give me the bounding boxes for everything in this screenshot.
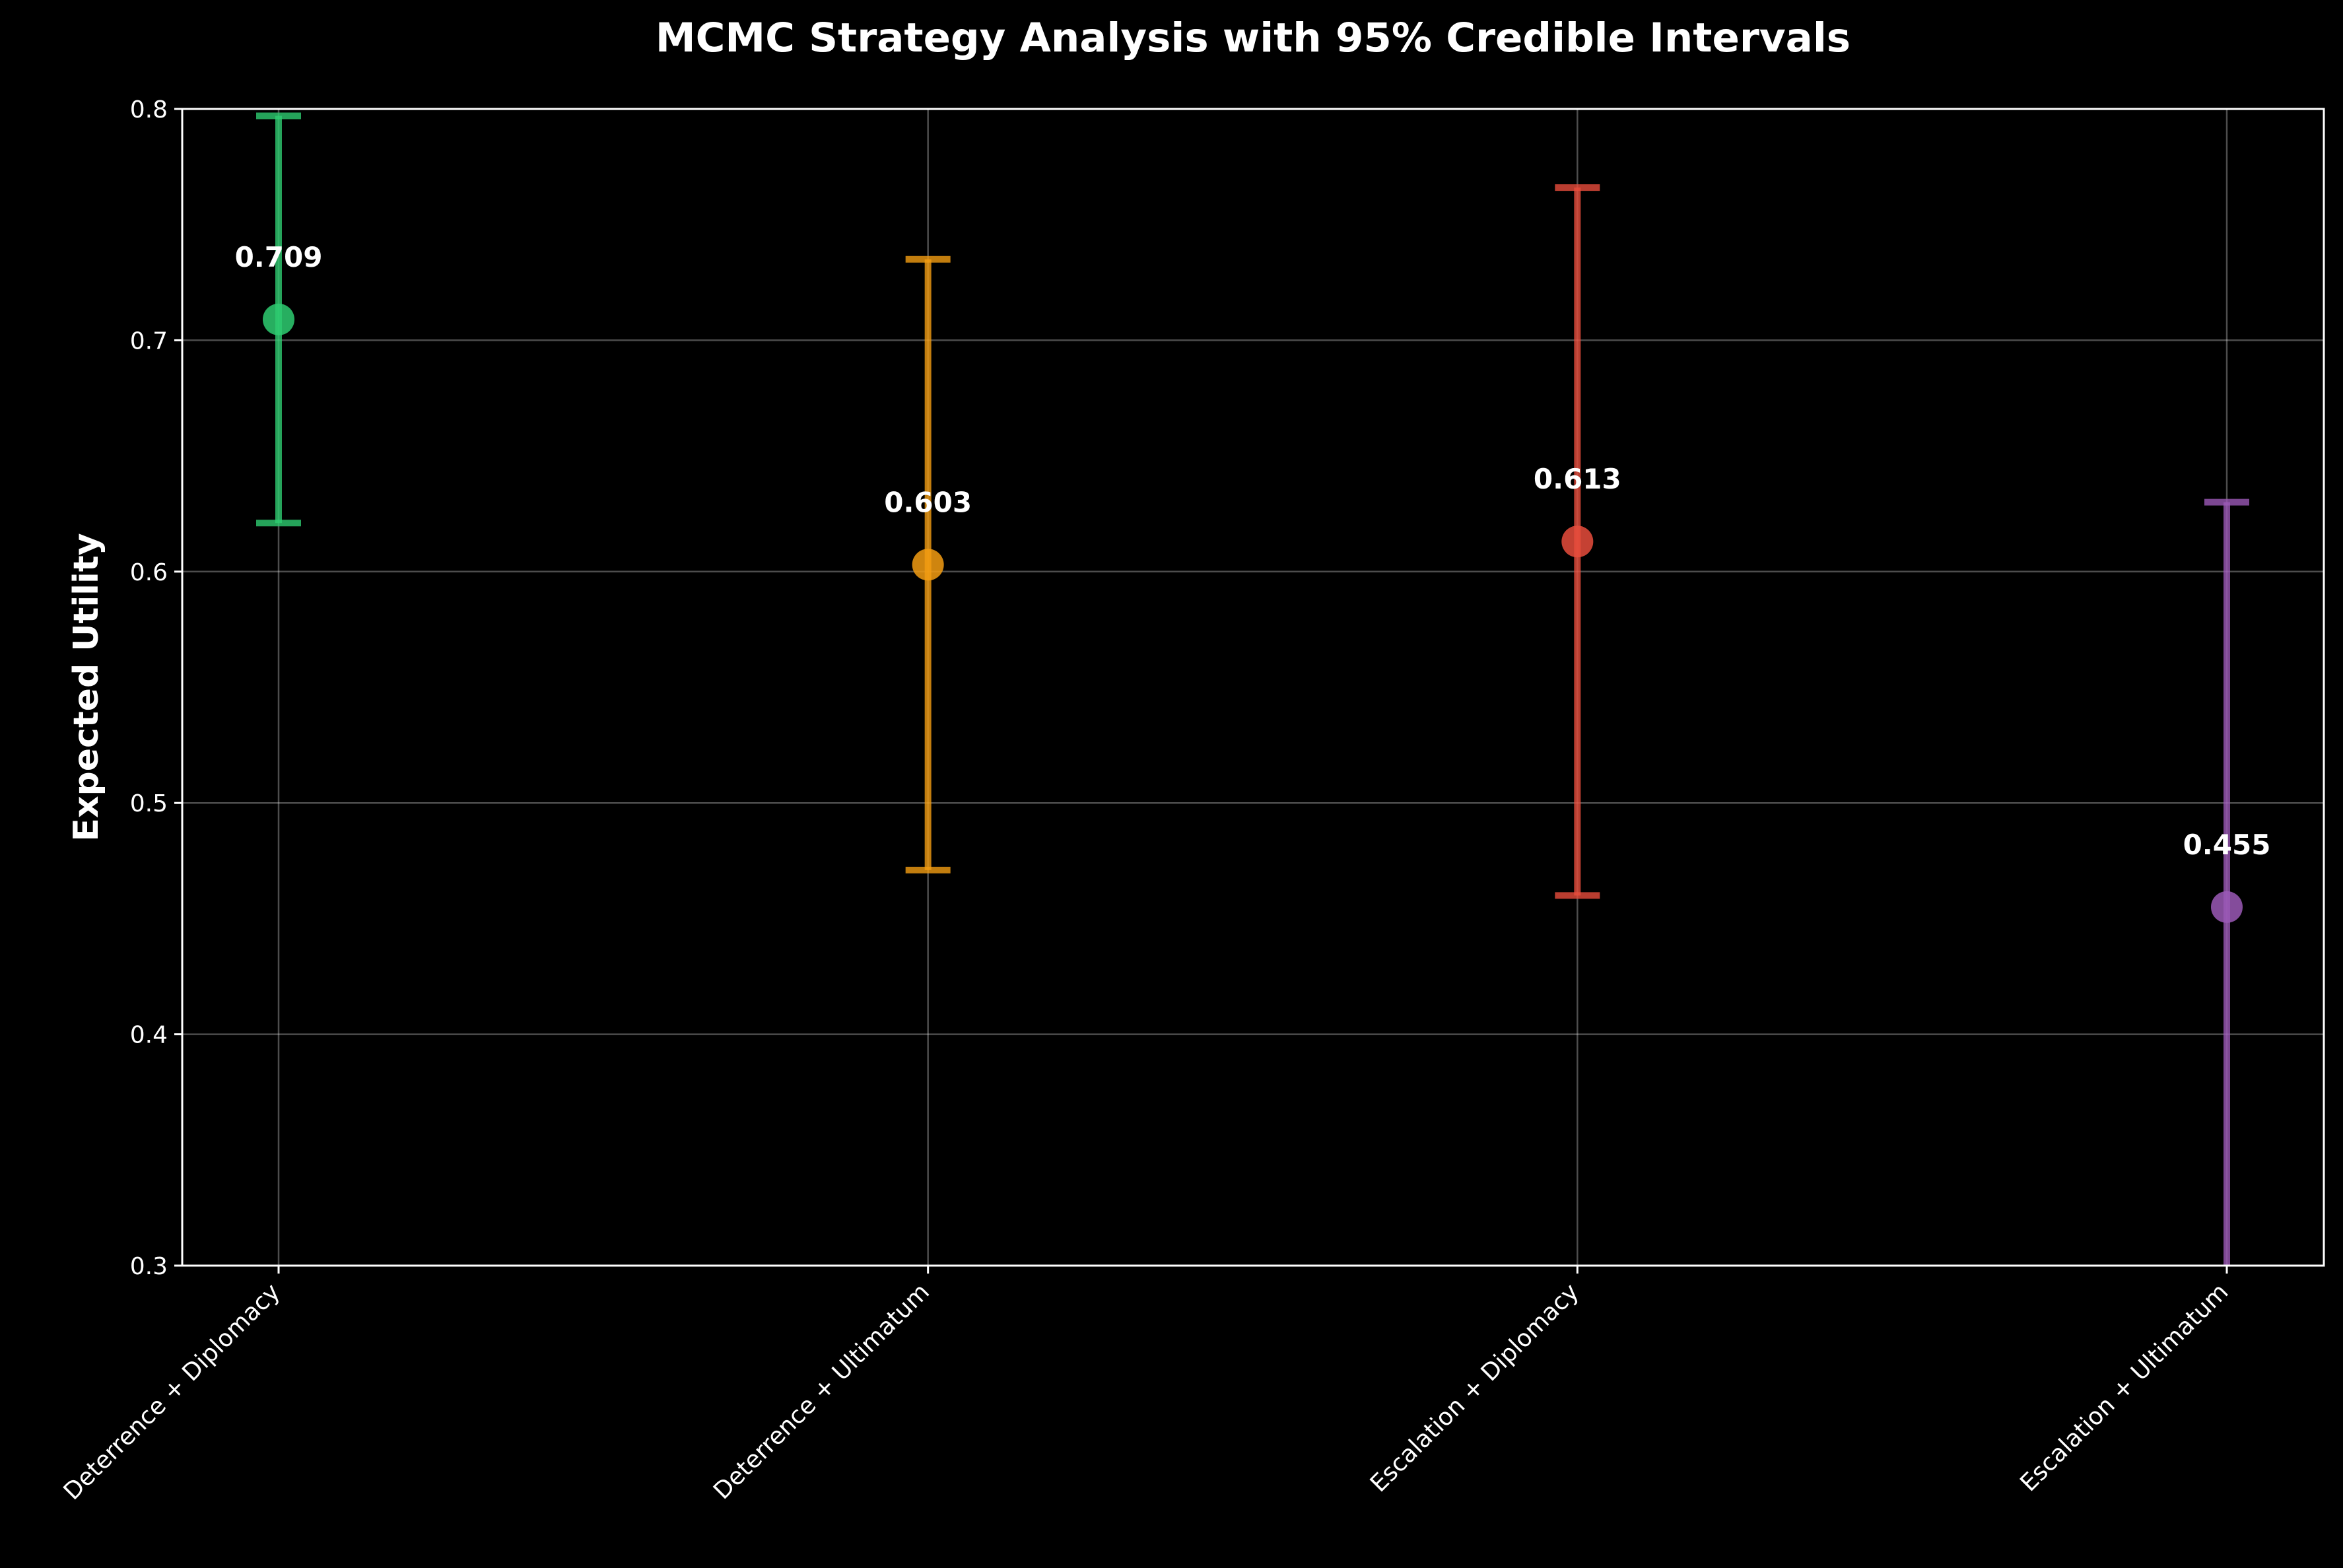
plot-frame (181, 108, 2325, 1267)
mean-point (263, 303, 294, 335)
value-labels: 0.709 0.603 0.613 0.455 (235, 241, 2271, 861)
y-tick-label: 0.6 (130, 559, 168, 586)
y-tick-label: 0.3 (130, 1253, 168, 1280)
y-tick-label: 0.8 (130, 96, 168, 123)
y-axis-label: Expected Utility (67, 533, 106, 841)
mean-point (1561, 526, 1594, 558)
value-label: 0.709 (235, 241, 323, 273)
chart-title: MCMC Strategy Analysis with 95% Credible… (656, 15, 1851, 61)
value-label: 0.455 (2183, 829, 2271, 861)
mean-point (2211, 891, 2243, 923)
mean-point (912, 549, 944, 581)
y-tick-label: 0.4 (130, 1022, 168, 1049)
value-label: 0.613 (1534, 463, 1621, 495)
value-label: 0.603 (884, 486, 972, 518)
series-layer (256, 112, 2249, 1266)
y-tick-label: 0.7 (130, 327, 168, 355)
y-tick-label: 0.5 (130, 790, 168, 817)
